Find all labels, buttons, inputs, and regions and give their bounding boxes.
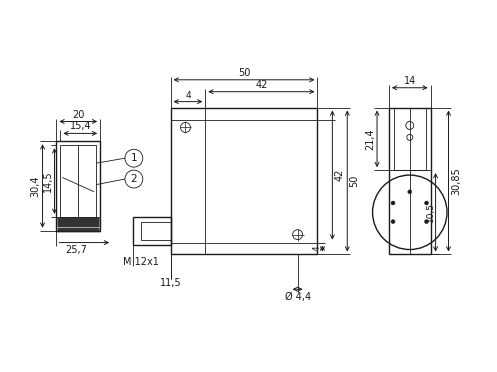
Bar bbox=[170, 108, 318, 254]
Text: M 12x1: M 12x1 bbox=[123, 257, 159, 267]
Bar bbox=[133, 217, 170, 244]
Text: 1: 1 bbox=[131, 153, 137, 163]
Text: Ø 4,4: Ø 4,4 bbox=[285, 292, 311, 302]
Text: 21,4: 21,4 bbox=[365, 128, 375, 150]
Bar bbox=[141, 222, 170, 240]
Text: 14,5: 14,5 bbox=[43, 170, 53, 192]
Text: 50: 50 bbox=[238, 68, 250, 78]
Text: 4: 4 bbox=[313, 246, 322, 251]
Text: 30,85: 30,85 bbox=[451, 167, 461, 195]
Text: 30,4: 30,4 bbox=[31, 175, 41, 197]
Circle shape bbox=[391, 219, 395, 224]
Bar bbox=[61, 145, 96, 217]
Bar bbox=[57, 141, 100, 231]
Text: 14: 14 bbox=[404, 76, 416, 86]
Text: 10,5: 10,5 bbox=[426, 202, 435, 222]
Text: 11,5: 11,5 bbox=[160, 278, 181, 288]
Circle shape bbox=[424, 201, 428, 205]
Text: 42: 42 bbox=[255, 80, 267, 90]
Circle shape bbox=[408, 190, 412, 194]
Text: 4: 4 bbox=[185, 91, 191, 100]
Bar bbox=[394, 108, 425, 170]
Text: 2: 2 bbox=[131, 174, 137, 184]
Text: 42: 42 bbox=[334, 169, 344, 181]
Circle shape bbox=[391, 201, 395, 205]
Text: 20: 20 bbox=[72, 109, 84, 119]
Bar bbox=[389, 108, 430, 254]
Text: 50: 50 bbox=[349, 175, 359, 187]
Text: 25,7: 25,7 bbox=[66, 244, 87, 254]
Text: 15,4: 15,4 bbox=[70, 121, 91, 131]
Circle shape bbox=[424, 219, 428, 224]
